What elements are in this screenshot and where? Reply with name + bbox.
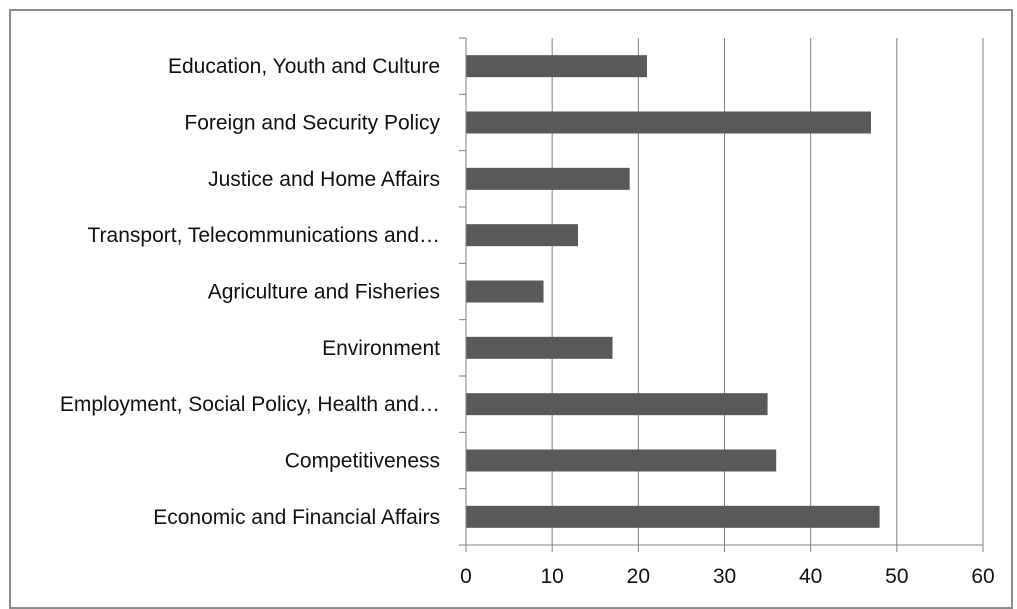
category-label: Foreign and Security Policy [184,112,440,135]
x-tick-label: 0 [460,565,472,588]
category-label: Economic and Financial Affairs [153,506,440,529]
bars [466,55,880,528]
x-tick-label: 60 [971,565,994,588]
x-tick-label: 30 [713,565,736,588]
category-labels: Education, Youth and Culture Foreign and … [60,55,441,529]
category-label: Employment, Social Policy, Health and… [60,393,440,416]
x-tick-label: 20 [627,565,650,588]
bar [466,55,647,78]
bar [466,336,613,359]
x-tick-label: 10 [540,565,563,588]
category-label: Environment [322,337,440,360]
bar [466,505,880,528]
bar [466,167,630,190]
x-tick-label: 40 [799,565,822,588]
bar [466,449,777,472]
x-tick-label: 50 [885,565,908,588]
x-tick-labels: 0 10 20 30 40 50 60 [460,565,995,588]
category-label: Agriculture and Fisheries [208,281,440,304]
bar [466,111,871,134]
bar [466,224,579,247]
category-label: Transport, Telecommunications and… [88,224,441,247]
category-label: Education, Youth and Culture [168,55,440,78]
axes [459,37,984,552]
bar [466,393,768,416]
category-label: Competitiveness [285,450,440,473]
category-label: Justice and Home Affairs [208,168,440,191]
bar [466,280,544,303]
